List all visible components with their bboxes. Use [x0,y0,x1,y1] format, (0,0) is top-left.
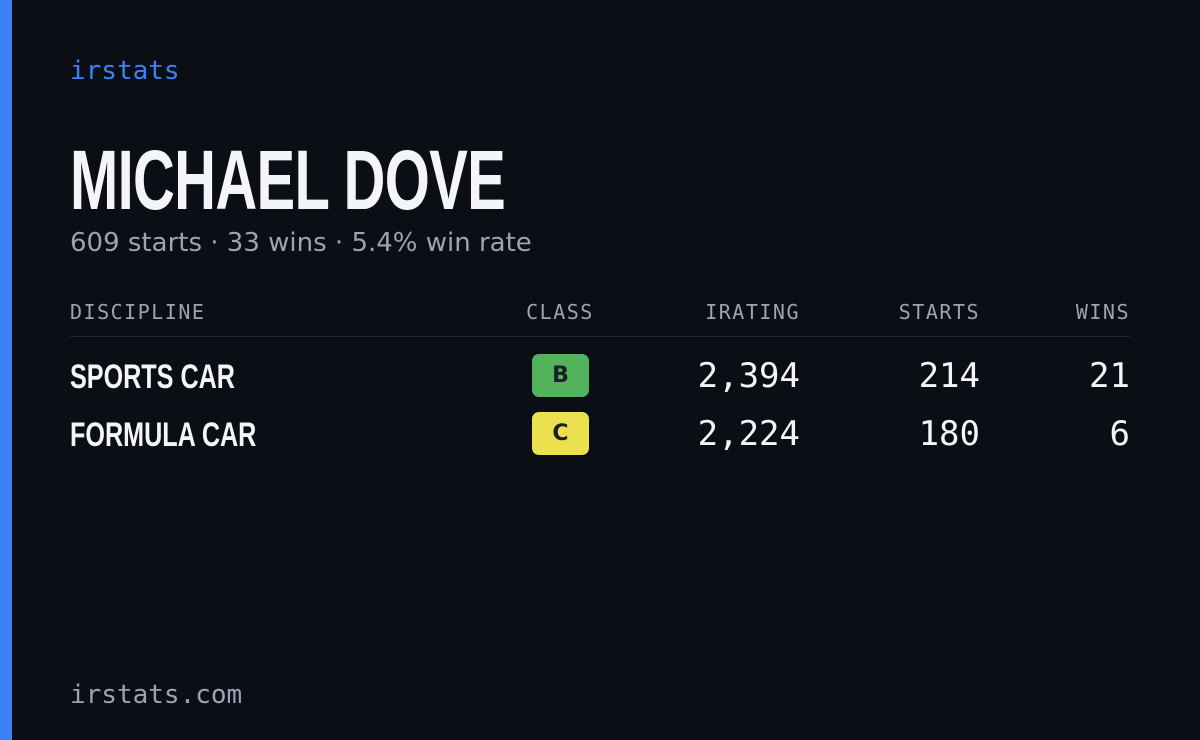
column-header: WINS [1075,300,1130,324]
column-header: CLASS [526,300,594,324]
summary: 609 starts · 33 wins · 5.4% win rate [70,228,532,258]
irating: 2,394 [697,356,800,396]
column-header: STARTS [898,300,980,324]
starts: 214 [918,356,980,396]
driver-name: MICHAEL DOVE [70,133,506,227]
wins: 6 [1109,414,1130,454]
brand: irstats [70,56,180,86]
column-header: IRATING [705,300,800,324]
accent-bar [0,0,12,740]
class-badge: B [532,354,589,397]
wins: 21 [1089,356,1130,396]
discipline: SPORTS CAR [70,358,235,396]
column-header: DISCIPLINE [70,300,206,324]
discipline: FORMULA CAR [70,416,257,454]
site: irstats.com [70,680,243,710]
starts: 180 [918,414,980,454]
irating: 2,224 [697,414,800,454]
header-rule [70,336,1130,337]
class-badge: C [532,412,589,455]
